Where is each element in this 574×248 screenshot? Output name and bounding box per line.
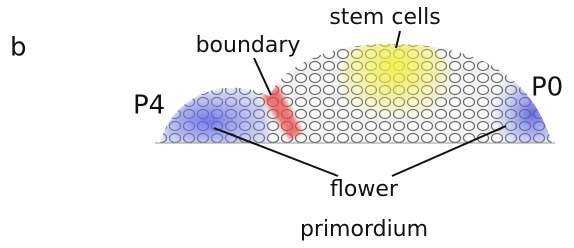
panel-label: b bbox=[10, 33, 27, 63]
label-flower: flower bbox=[330, 177, 399, 202]
label-stem-cells: stem cells bbox=[329, 5, 440, 30]
label-primordium: primordium bbox=[300, 217, 428, 242]
label-p0: P0 bbox=[531, 73, 563, 103]
figure: b stem cells boundary P4 P0 flower primo… bbox=[0, 0, 574, 248]
label-p4: P4 bbox=[133, 91, 165, 121]
label-boundary: boundary bbox=[196, 33, 301, 58]
